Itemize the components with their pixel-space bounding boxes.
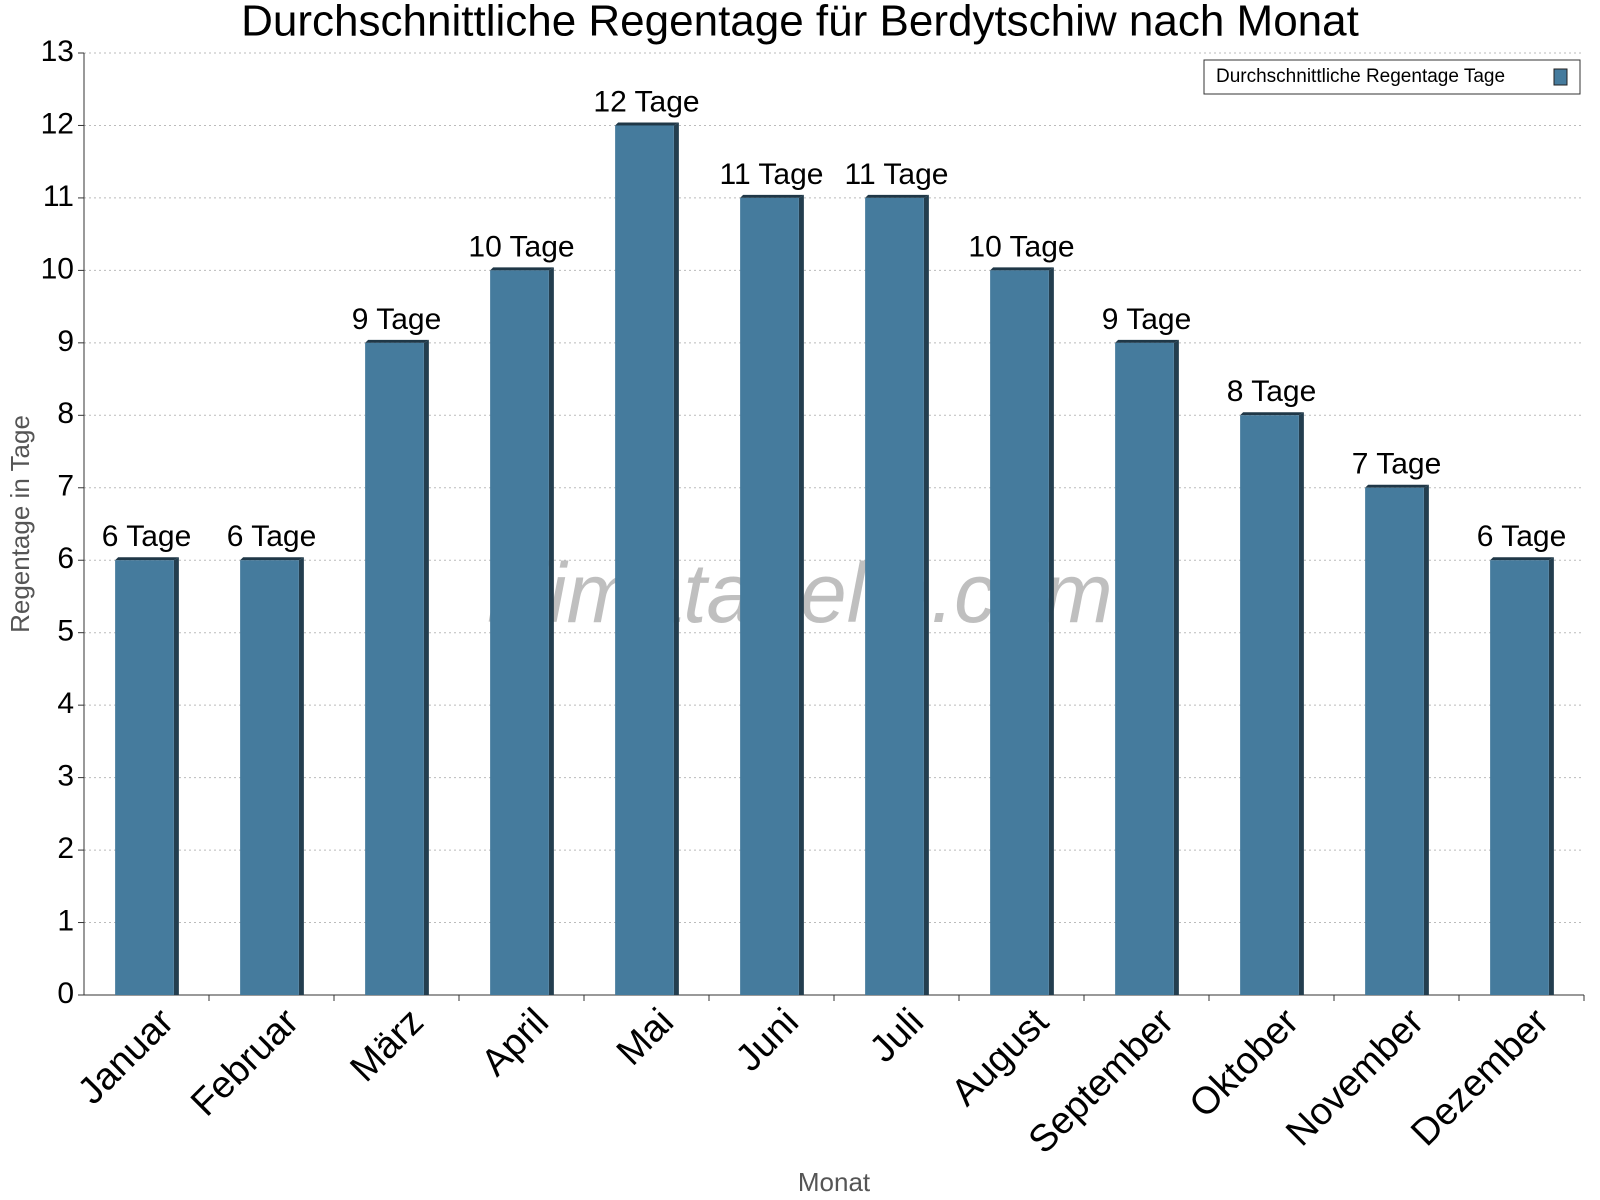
value-label: 9 Tage — [352, 303, 442, 336]
bar — [1365, 487, 1424, 995]
x-tick-label: Januar — [70, 1001, 182, 1113]
bar-side — [548, 267, 554, 995]
y-tick-label: 1 — [57, 904, 74, 937]
y-tick-label: 7 — [57, 470, 74, 503]
bar — [1240, 415, 1299, 995]
bar-side — [1048, 267, 1054, 995]
bar-top — [615, 122, 679, 126]
bar-top — [740, 194, 804, 198]
value-label: 8 Tage — [1227, 375, 1317, 408]
value-label: 6 Tage — [227, 520, 317, 553]
bar-top — [490, 267, 554, 271]
bar-side — [923, 194, 929, 995]
y-axis-label: Regentage in Tage — [5, 415, 35, 633]
y-tick-label: 13 — [41, 35, 74, 68]
bar — [1490, 560, 1549, 995]
bar-side — [298, 557, 304, 995]
bar-side — [1298, 412, 1304, 995]
y-tick-label: 0 — [57, 977, 74, 1010]
bar — [490, 270, 549, 995]
y-tick-label: 8 — [57, 397, 74, 430]
y-tick-label: 2 — [57, 832, 74, 865]
value-label: 7 Tage — [1352, 448, 1442, 481]
bar-top — [365, 339, 429, 343]
y-tick-label: 11 — [43, 180, 74, 213]
bar-side — [673, 122, 679, 995]
bar — [740, 197, 799, 995]
y-tick-label: 10 — [41, 252, 74, 285]
value-label: 10 Tage — [968, 230, 1074, 263]
x-tick-label: Mai — [609, 1001, 682, 1074]
value-label: 6 Tage — [1477, 520, 1567, 553]
y-tick-label: 5 — [57, 615, 74, 648]
bar-top — [115, 557, 179, 561]
bar-top — [990, 267, 1054, 271]
x-tick-label: März — [343, 1001, 432, 1090]
x-tick-label: Juli — [862, 1001, 932, 1071]
bar-top — [1490, 557, 1554, 561]
bar-top — [1365, 484, 1429, 488]
bar-side — [423, 339, 429, 995]
bar — [365, 342, 424, 995]
bar-top — [240, 557, 304, 561]
value-label: 12 Tage — [593, 85, 699, 118]
y-tick-label: 9 — [57, 325, 74, 358]
value-label: 10 Tage — [468, 230, 574, 263]
legend-label: Durchschnittliche Regentage Tage — [1216, 66, 1505, 87]
x-tick-label: Juni — [728, 1001, 807, 1080]
y-tick-label: 3 — [57, 760, 74, 793]
x-tick-label: Februar — [183, 1001, 307, 1125]
bar — [240, 560, 299, 995]
value-label: 11 Tage — [720, 158, 824, 191]
x-axis-label: Monat — [798, 1167, 871, 1197]
bar-side — [1423, 484, 1429, 995]
bar-side — [1548, 557, 1554, 995]
legend-box — [1203, 59, 1581, 95]
value-label: 11 Tage — [845, 158, 949, 191]
bar-side — [1173, 339, 1179, 995]
bar-side — [173, 557, 179, 995]
value-label: 6 Tage — [102, 520, 192, 553]
y-tick-label: 6 — [57, 542, 74, 575]
bar — [115, 560, 174, 995]
bar-top — [865, 194, 929, 198]
x-tick-label: Dezember — [1403, 1001, 1557, 1155]
y-tick-label: 4 — [57, 687, 74, 720]
bar — [865, 197, 924, 995]
bar-top — [1115, 339, 1179, 343]
x-tick-label: Oktober — [1182, 1001, 1308, 1127]
bar-top — [1240, 412, 1304, 416]
bar — [990, 270, 1049, 995]
x-tick-label: August — [944, 1000, 1058, 1114]
bar — [615, 125, 674, 995]
bar-side — [798, 194, 804, 995]
x-tick-label: April — [473, 1001, 556, 1084]
value-label: 9 Tage — [1102, 303, 1192, 336]
bar — [1115, 342, 1174, 995]
legend-swatch — [1553, 68, 1568, 86]
chart-title: Durchschnittliche Regentage für Berdytsc… — [241, 0, 1359, 46]
y-tick-label: 12 — [41, 107, 74, 140]
